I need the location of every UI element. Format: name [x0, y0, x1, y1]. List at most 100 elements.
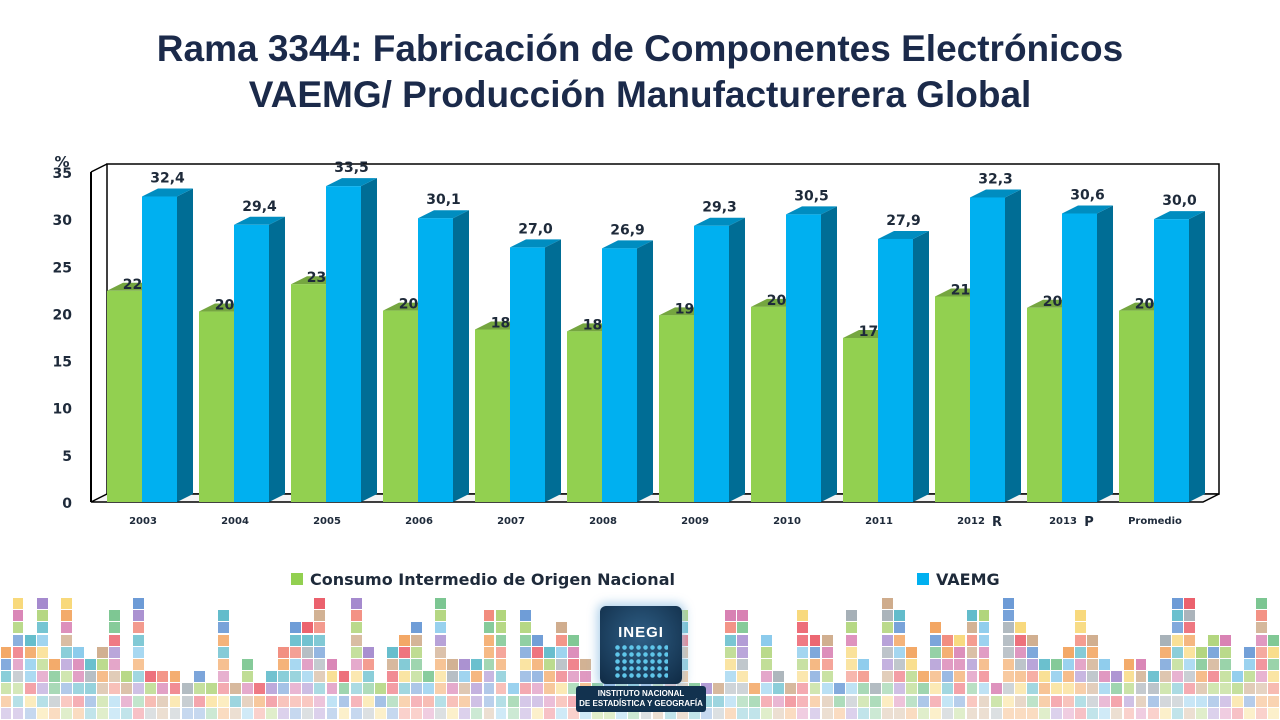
mosaic-tile: [1268, 634, 1280, 646]
mosaic-tile: [930, 707, 942, 719]
mosaic-tile: [942, 695, 954, 707]
mosaic-tile: [266, 683, 278, 695]
mosaic-tile: [398, 646, 410, 658]
legend-label-vaemg: VAEMG: [936, 569, 1000, 589]
mosaic-tile: [290, 646, 302, 658]
mosaic-tile: [398, 683, 410, 695]
mosaic-tile: [942, 683, 954, 695]
mosaic-tile: [785, 683, 797, 695]
mosaic-tile: [217, 610, 229, 622]
mosaic-tile: [1171, 634, 1183, 646]
mosaic-tile: [290, 622, 302, 634]
mosaic-tile: [435, 622, 447, 634]
mosaic-tile: [447, 659, 459, 670]
mosaic-tile: [302, 634, 314, 646]
mosaic-tile: [1183, 659, 1195, 670]
mosaic-tile: [930, 671, 942, 683]
mosaic-tile: [761, 695, 773, 707]
y-tick-label: 5: [62, 449, 72, 465]
mosaic-tile: [1111, 695, 1123, 707]
mosaic-tile: [555, 695, 567, 707]
mosaic-tile: [435, 659, 447, 670]
mosaic-tile: [857, 683, 869, 695]
mosaic-tile: [1147, 671, 1159, 683]
mosaic-tile: [1135, 683, 1147, 695]
mosaic-tile: [1159, 659, 1171, 670]
mosaic-tile: [1256, 622, 1268, 634]
mosaic-tile: [242, 671, 253, 683]
bar-side: [545, 239, 561, 502]
mosaic-tile: [1268, 671, 1280, 683]
mosaic-tile: [254, 695, 265, 707]
mosaic-tile: [1220, 634, 1231, 646]
mosaic-tile: [568, 683, 579, 695]
mosaic-tile: [894, 707, 905, 719]
mosaic-tile: [60, 622, 72, 634]
mosaic-tile: [12, 634, 24, 646]
mosaic-tile: [157, 671, 169, 683]
bar-top: [1062, 205, 1113, 214]
mosaic-tile: [954, 707, 966, 719]
mosaic-tile: [1171, 598, 1183, 609]
chart-side-edge: [90, 163, 108, 173]
mosaic-tile: [24, 695, 36, 707]
mosaic-tile: [882, 659, 893, 670]
mosaic-tile: [181, 695, 193, 707]
mosaic-tile: [193, 707, 205, 719]
mosaic-tile: [411, 646, 422, 658]
bar: [843, 337, 878, 502]
mosaic-tile: [906, 659, 918, 670]
mosaic-tile: [676, 610, 688, 622]
mosaic-tile: [85, 659, 96, 670]
mosaic-tile: [1026, 634, 1038, 646]
mosaic-tile: [857, 695, 869, 707]
mosaic-tile: [447, 683, 459, 695]
bar: [510, 247, 545, 502]
mosaic-tile: [773, 695, 785, 707]
mosaic-tile: [60, 659, 72, 670]
mosaic-tile: [543, 671, 555, 683]
mosaic-tile: [1171, 659, 1183, 670]
mosaic-tile: [1087, 707, 1099, 719]
mosaic-tile: [483, 610, 495, 622]
mosaic-tile: [857, 671, 869, 683]
mosaic-tile: [531, 634, 543, 646]
mosaic-tile: [411, 695, 422, 707]
mosaic-tile: [1256, 646, 1268, 658]
mosaic-tile: [1171, 646, 1183, 658]
mosaic-tile: [555, 671, 567, 683]
x-tick-suffix: R: [992, 515, 1002, 530]
mosaic-tile: [1087, 683, 1099, 695]
mosaic-tile: [809, 683, 821, 695]
mosaic-tile: [1183, 683, 1195, 695]
mosaic-tile: [350, 598, 362, 609]
mosaic-tile: [519, 634, 531, 646]
mosaic-tile: [169, 671, 181, 683]
mosaic-tile: [821, 646, 833, 658]
mosaic-tile: [60, 598, 72, 609]
mosaic-tile: [555, 646, 567, 658]
mosaic-tile: [411, 634, 422, 646]
mosaic-tile: [616, 707, 628, 719]
mosaic-tile: [362, 659, 374, 670]
x-tick-label: 2009: [681, 516, 709, 527]
mosaic-tile: [60, 646, 72, 658]
mosaic-tile: [954, 671, 966, 683]
mosaic-tile: [882, 695, 893, 707]
data-label: 30,1: [426, 192, 461, 208]
mosaic-tile: [1014, 671, 1026, 683]
mosaic-tile: [338, 671, 350, 683]
mosaic-tile: [1135, 671, 1147, 683]
mosaic-tile: [435, 610, 447, 622]
mosaic-tile: [1159, 683, 1171, 695]
bar: [567, 331, 602, 502]
x-tick-label: 2006: [405, 516, 433, 527]
mosaic-tile: [435, 646, 447, 658]
bar-top: [694, 217, 745, 226]
data-label: 29,4: [242, 199, 277, 215]
mosaic-tile: [60, 695, 72, 707]
mosaic-tile: [1111, 671, 1123, 683]
mosaic-tile: [918, 671, 930, 683]
mosaic-tile: [24, 707, 36, 719]
mosaic-tile: [302, 646, 314, 658]
